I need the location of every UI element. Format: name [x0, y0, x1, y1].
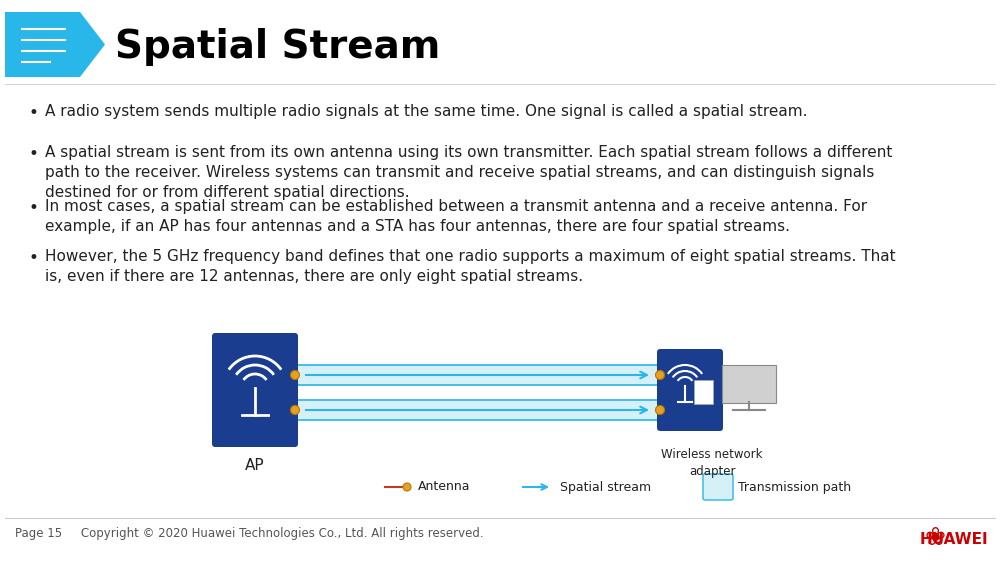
- FancyBboxPatch shape: [292, 365, 663, 385]
- FancyBboxPatch shape: [212, 333, 298, 447]
- Text: •: •: [28, 249, 38, 267]
- Text: Spatial Stream: Spatial Stream: [115, 28, 440, 66]
- Text: •: •: [28, 145, 38, 163]
- Text: A radio system sends multiple radio signals at the same time. One signal is call: A radio system sends multiple radio sign…: [45, 104, 808, 119]
- FancyBboxPatch shape: [657, 349, 723, 431]
- Text: •: •: [28, 104, 38, 122]
- Text: However, the 5 GHz frequency band defines that one radio supports a maximum of e: However, the 5 GHz frequency band define…: [45, 249, 896, 284]
- FancyBboxPatch shape: [5, 12, 80, 77]
- Circle shape: [403, 483, 411, 491]
- Circle shape: [290, 370, 300, 379]
- FancyBboxPatch shape: [722, 365, 776, 403]
- FancyBboxPatch shape: [694, 380, 713, 404]
- Text: AP: AP: [245, 458, 265, 473]
- Text: A spatial stream is sent from its own antenna using its own transmitter. Each sp: A spatial stream is sent from its own an…: [45, 145, 892, 200]
- Text: ❀: ❀: [924, 526, 946, 550]
- Circle shape: [290, 406, 300, 415]
- Text: •: •: [28, 199, 38, 217]
- Text: Page 15     Copyright © 2020 Huawei Technologies Co., Ltd. All rights reserved.: Page 15 Copyright © 2020 Huawei Technolo…: [15, 528, 484, 541]
- Text: Transmission path: Transmission path: [738, 481, 851, 493]
- Text: Spatial stream: Spatial stream: [560, 481, 651, 493]
- Polygon shape: [80, 12, 105, 77]
- Text: Wireless network
adapter: Wireless network adapter: [661, 448, 763, 478]
- Text: Antenna: Antenna: [418, 481, 471, 493]
- FancyBboxPatch shape: [292, 400, 663, 420]
- Text: HUAWEI: HUAWEI: [919, 533, 988, 547]
- Circle shape: [656, 406, 664, 415]
- FancyBboxPatch shape: [703, 474, 733, 500]
- Text: In most cases, a spatial stream can be established between a transmit antenna an: In most cases, a spatial stream can be e…: [45, 199, 867, 234]
- Circle shape: [656, 370, 664, 379]
